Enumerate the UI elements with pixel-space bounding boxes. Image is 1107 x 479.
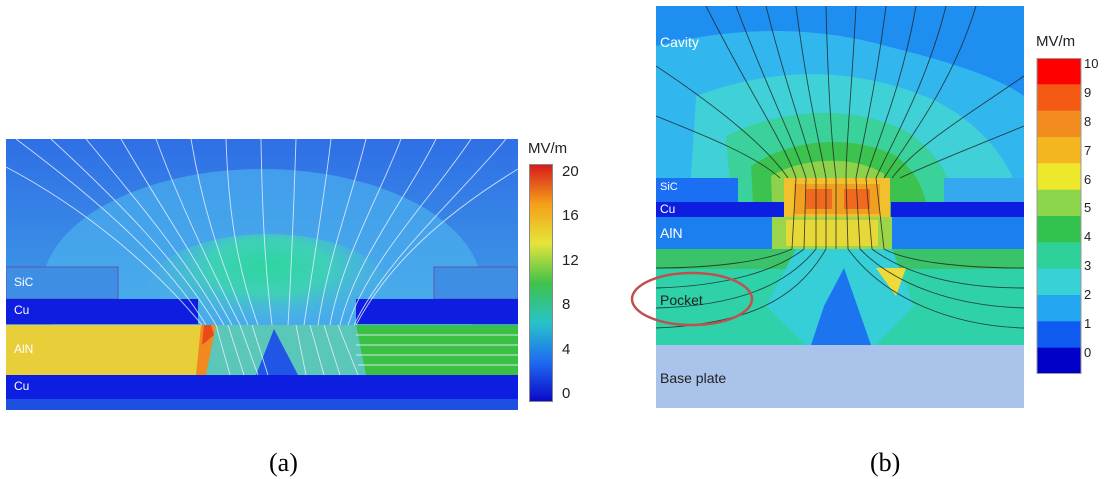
colorbar-tick-b: 2 [1084, 287, 1092, 303]
pocket-highlight-ellipse [630, 271, 754, 327]
colorbar-band-b [1037, 268, 1081, 296]
colorbar-tick-b: 8 [1084, 113, 1092, 129]
colorbar-band-b [1037, 189, 1081, 217]
colorbar-band-b [1037, 58, 1081, 85]
sic-region-left [656, 178, 738, 202]
caption-a: (a) [269, 448, 298, 477]
cu-label-b: Cu [660, 202, 676, 216]
field-map-a [6, 139, 518, 410]
colorbar-tick-a: 0 [562, 385, 571, 402]
colorbar-tick-b: 9 [1084, 84, 1092, 100]
colorbar-tick-a: 8 [562, 296, 571, 314]
cavity-label: Cavity [660, 34, 699, 50]
cu-top-label-a: Cu [14, 303, 30, 317]
colorbar-gradient-a [529, 164, 553, 402]
colorbar-band-b [1037, 110, 1081, 138]
aln-label-b: AlN [660, 225, 683, 241]
colorbar-band-b [1037, 216, 1081, 243]
colorbar-tick-b: 10 [1084, 55, 1099, 71]
colorbar-band-b [1037, 347, 1081, 374]
colorbar-tick-b: 1 [1084, 316, 1092, 332]
base-plate-label: Base plate [660, 370, 727, 386]
cu-top-left [6, 299, 198, 324]
colorbar-band-b [1037, 295, 1081, 322]
colorbar-tick-b: 7 [1084, 142, 1092, 158]
colorbar-tick-b: 0 [1084, 345, 1092, 361]
simulation-field-plot-b: Cavity SiC Cu AlN Pocket Base plate [656, 6, 1024, 408]
caption-b: (b) [870, 448, 901, 477]
cu-region-right [891, 202, 1024, 217]
sic-region-right [944, 178, 1024, 202]
colorbar-tick-a: 16 [562, 207, 579, 225]
colorbar-tick-b: 3 [1084, 258, 1092, 274]
cu-bottom-layer [6, 375, 518, 399]
cu-bottom-label-a: Cu [14, 379, 30, 393]
field-lines [6, 139, 518, 376]
simulation-field-plot-a: SiC Cu AlN Cu [6, 139, 518, 410]
colorbar-band-b [1037, 163, 1081, 191]
colorbar-band-b [1037, 321, 1081, 349]
colorbar-band-b [1037, 242, 1081, 270]
field-map-b [656, 6, 1024, 408]
colorbar-unit-b: MV/m [1036, 33, 1076, 50]
sic-label-b: SiC [660, 181, 678, 193]
colorbar-tick-b: 4 [1084, 229, 1092, 245]
colorbar-tick-a: 20 [562, 163, 579, 180]
colorbar-band-b [1037, 84, 1081, 112]
cu-region-left [656, 202, 786, 217]
aln-label-a: AlN [14, 342, 34, 356]
colorbar-tick-a: 12 [562, 251, 579, 269]
colorbar-band-b [1037, 137, 1081, 164]
colorbar-unit-a: MV/m [528, 140, 568, 157]
colorbar-tick-b: 5 [1084, 200, 1092, 216]
sic-label-a: SiC [14, 275, 34, 289]
colorbar-bands-b [1036, 58, 1082, 374]
pocket-label: Pocket [660, 292, 703, 308]
colorbar-tick-b: 6 [1084, 171, 1092, 187]
base-plate-region [656, 345, 1024, 408]
cu-top-right [356, 299, 518, 324]
sic-layer-right [433, 266, 518, 300]
colorbar-tick-a: 4 [562, 340, 571, 358]
